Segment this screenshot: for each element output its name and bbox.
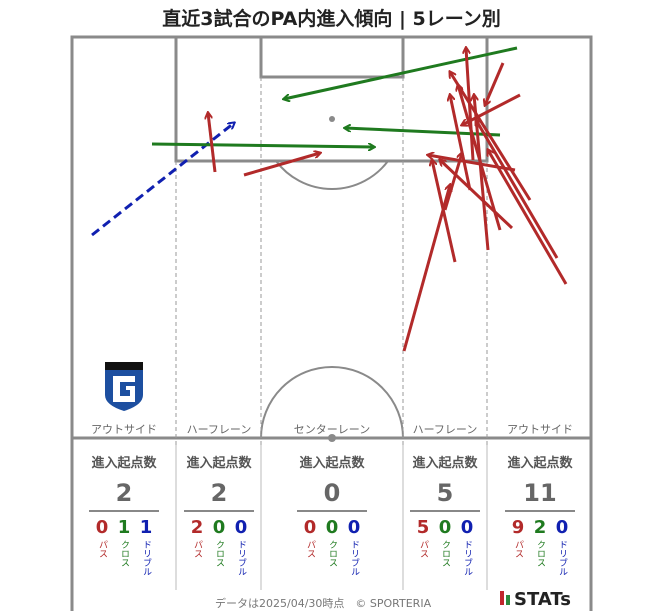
cross-arrow	[151, 142, 374, 147]
stat-cross-label: クロス	[535, 540, 545, 567]
goal-area	[259, 35, 405, 79]
lane-label-right-outside: アウトサイド	[507, 423, 573, 436]
pass-arrow	[432, 160, 457, 263]
stat-cross-label: クロス	[214, 540, 224, 567]
stat-dribble-count: 0	[347, 517, 361, 538]
stat-dribble-count: 1	[139, 517, 153, 538]
brand-text: STATs	[514, 589, 571, 610]
stat-heading: 進入起点数	[91, 456, 157, 471]
stat-cross-label: クロス	[119, 540, 129, 567]
stat-pass-count: 0	[303, 517, 317, 538]
stat-total: 0	[323, 479, 341, 507]
pass-arrow	[450, 72, 532, 201]
lane-stats-right-outside: 進入起点数 11 9 パス 2 クロス 0 ドリブル	[490, 452, 590, 576]
pass-arrow	[450, 95, 472, 191]
lane-label-left-half: ハーフレーン	[186, 423, 252, 436]
stat-pass-count: 2	[190, 517, 204, 538]
team-crest	[105, 362, 143, 411]
stat-heading: 進入起点数	[299, 456, 365, 471]
penalty-area	[174, 35, 489, 163]
stat-dribble-label: ドリブル	[236, 540, 246, 576]
lane-label-center: センターレーン	[293, 423, 371, 436]
cross-arrow	[284, 46, 518, 99]
stat-pass-label: パス	[192, 540, 202, 558]
stat-total: 2	[115, 479, 133, 507]
stat-pass-label: パス	[305, 540, 315, 558]
stat-total: 5	[436, 479, 454, 507]
stat-heading: 進入起点数	[186, 456, 252, 471]
page-title: 直近3試合のPA内進入傾向 | 5レーン別	[162, 8, 501, 30]
cross-arrow	[345, 128, 501, 137]
lane-stats-center: 進入起点数 0 0 パス 0 クロス 0 ドリブル	[282, 452, 382, 576]
cross-arrows	[151, 46, 518, 147]
stat-pass-count: 5	[416, 517, 430, 538]
center-spot	[328, 434, 336, 442]
pass-arrow	[443, 153, 462, 211]
stat-dribble-label: ドリブル	[462, 540, 472, 576]
stat-dribble-count: 0	[234, 517, 248, 538]
stat-dribble-label: ドリブル	[349, 540, 359, 576]
stat-pass-label: パス	[513, 540, 523, 558]
stat-heading: 進入起点数	[507, 456, 573, 471]
penalty-arc	[275, 160, 389, 190]
stat-pass-count: 9	[511, 517, 525, 538]
lane-stats-right-half: 進入起点数 5 5 パス 0 クロス 0 ドリブル	[395, 452, 495, 576]
lane-label-left-outside: アウトサイド	[91, 423, 157, 436]
pass-arrow	[208, 113, 217, 173]
dribble-arrows	[91, 123, 234, 237]
stats-brand-logo: STATs	[500, 589, 571, 610]
pass-arrow	[485, 62, 505, 105]
lane-label-right-half: ハーフレーン	[412, 423, 478, 436]
pass-arrows	[208, 48, 568, 352]
pass-arrow	[488, 150, 568, 285]
stat-total: 11	[523, 479, 557, 507]
stat-cross-count: 2	[533, 517, 547, 538]
stat-cross-count: 1	[117, 517, 131, 538]
stat-pass-label: パス	[418, 540, 428, 558]
stat-dribble-label: ドリブル	[557, 540, 567, 576]
stat-dribble-label: ドリブル	[141, 540, 151, 576]
center-circle	[260, 366, 404, 439]
stat-cross-count: 0	[438, 517, 452, 538]
pass-arrow	[243, 153, 320, 177]
stat-cross-count: 0	[325, 517, 339, 538]
pass-arrow	[428, 155, 516, 172]
lane-stats-left-half: 進入起点数 2 2 パス 0 クロス 0 ドリブル	[169, 452, 269, 576]
pass-arrow	[458, 85, 502, 231]
stat-cross-label: クロス	[327, 540, 337, 567]
dribble-arrow	[91, 123, 234, 237]
lane-stats-left-outside: 進入起点数 2 0 パス 1 クロス 1 ドリブル	[74, 452, 174, 576]
stat-total: 2	[210, 479, 228, 507]
pass-arrow	[402, 185, 450, 352]
pass-arrow	[476, 120, 559, 259]
stat-cross-label: クロス	[440, 540, 450, 567]
stat-pass-count: 0	[95, 517, 109, 538]
penalty-spot	[329, 116, 335, 122]
stat-dribble-count: 0	[460, 517, 474, 538]
stat-heading: 進入起点数	[412, 456, 478, 471]
pass-arrow	[440, 160, 514, 230]
stat-cross-count: 0	[212, 517, 226, 538]
stat-dribble-count: 0	[555, 517, 569, 538]
data-date-footer: データは2025/04/30時点 © SPORTERIA	[215, 597, 432, 610]
stat-pass-label: パス	[97, 540, 107, 558]
